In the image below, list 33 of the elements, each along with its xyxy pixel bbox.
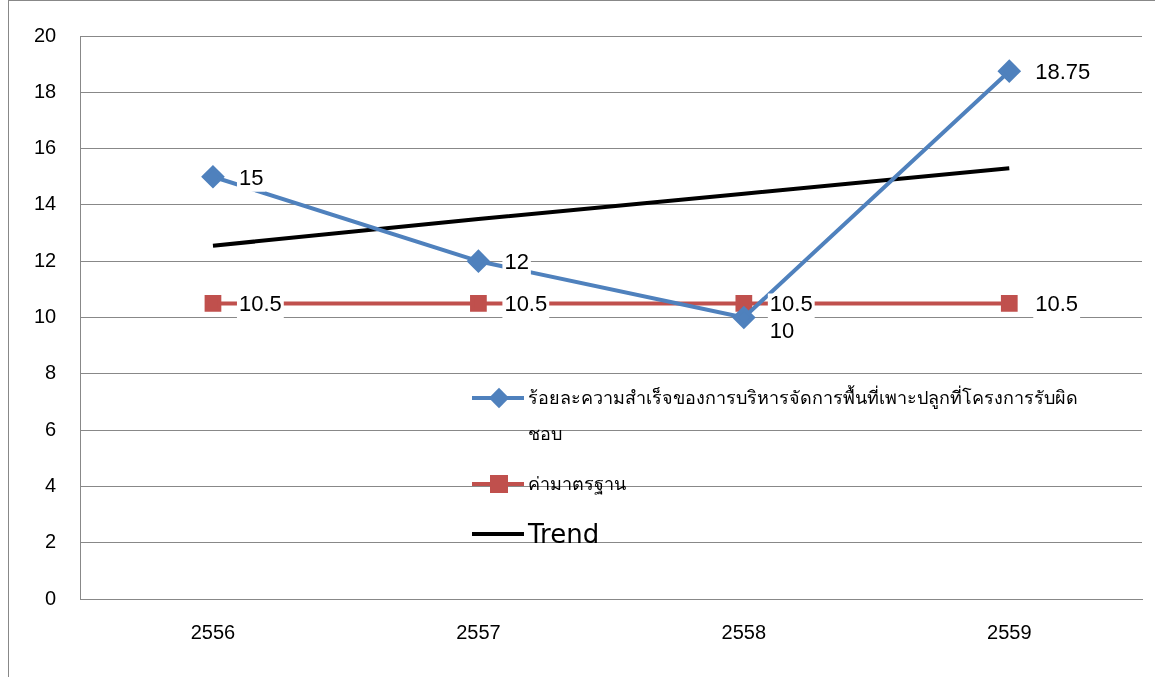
data-label: 10.5 (238, 291, 282, 317)
point (201, 165, 224, 188)
legend-label: ค่ามาตรฐาน (528, 472, 626, 497)
data-label: 10 (769, 317, 795, 343)
y-tick-label: 2 (45, 530, 57, 553)
legend-label: Trend (528, 518, 600, 551)
data-label: 10.5 (1035, 291, 1079, 317)
point (204, 295, 222, 312)
data-label: 10.5 (769, 291, 813, 317)
y-tick-label: 16 (34, 136, 57, 159)
y-tick-label: 10 (34, 305, 57, 328)
data-label: 15 (238, 164, 264, 190)
y-tick-label: 6 (45, 417, 57, 440)
x-tick-label: 2559 (987, 620, 1032, 643)
data-label: 10.5 (504, 291, 548, 317)
y-tick-label: 18 (34, 79, 57, 102)
y-tick-label: 14 (34, 192, 57, 215)
point (998, 60, 1021, 83)
legend-label: ร้อยละความสำเร็จของการบริหารจัดการพื้นที่เพาะปลูกที่โครงการรับผิดชอบ (528, 384, 1079, 446)
data-label: 18.75 (1035, 59, 1091, 85)
y-tick-label: 0 (45, 586, 57, 609)
x-tick-label: 2556 (190, 620, 236, 643)
point (467, 250, 490, 273)
y-tick-label: 12 (34, 248, 57, 271)
x-tick-label: 2557 (456, 620, 501, 643)
point (1000, 295, 1018, 312)
data-label: 12 (504, 249, 529, 275)
y-tick-label: 20 (34, 23, 57, 46)
y-tick-label: 8 (45, 361, 57, 384)
point (470, 295, 487, 312)
x-tick-label: 2558 (721, 620, 767, 643)
point (732, 306, 755, 329)
y-tick-label: 4 (45, 473, 57, 496)
